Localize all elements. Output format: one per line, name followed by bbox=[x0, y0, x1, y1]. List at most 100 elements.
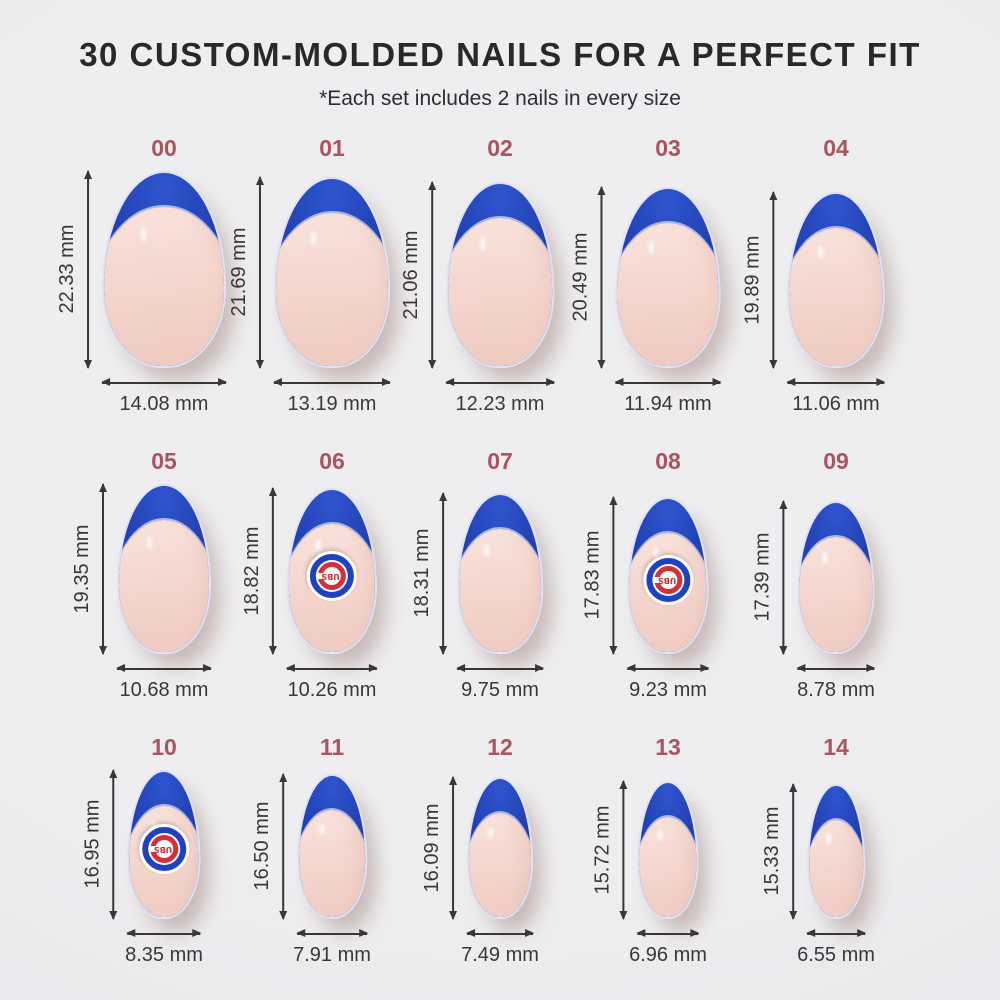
nail-measure-zone: 19.89 mm 11.06 mm bbox=[741, 191, 886, 414]
press-on-nail-04 bbox=[787, 192, 885, 368]
press-on-nail-09 bbox=[797, 500, 875, 654]
nail-size-label: 02 bbox=[487, 135, 513, 161]
page-subtitle: *Each set includes 2 nails in every size bbox=[319, 87, 681, 110]
press-on-nail-03 bbox=[615, 187, 721, 368]
gloss-highlight bbox=[657, 830, 663, 841]
nail-size-label: 13 bbox=[655, 733, 681, 760]
width-dimension-arrow bbox=[116, 664, 212, 673]
gloss-highlight bbox=[648, 240, 654, 255]
nail-size-label: 00 bbox=[151, 135, 177, 161]
height-measurement: 16.50 mm bbox=[251, 801, 274, 891]
nail-nude-base bbox=[799, 536, 873, 652]
nail-measure-zone: 16.09 mm 7.49 mm bbox=[421, 776, 539, 965]
width-dimension-arrow bbox=[786, 378, 886, 386]
nail-nude-base bbox=[119, 519, 209, 652]
height-measurement: 21.06 mm bbox=[400, 230, 423, 320]
width-dimension-arrow bbox=[626, 664, 710, 673]
nail-cell-09: 09 17.39 mm 8.78 mm bbox=[751, 447, 920, 720]
nail-size-label: 10 bbox=[151, 733, 177, 760]
nail-measure-zone: 21.06 mm 12.23 mm bbox=[400, 181, 555, 414]
width-measurement: 11.94 mm bbox=[624, 392, 712, 415]
nail-measure-zone: 22.33 mm 14.08 mm bbox=[56, 170, 227, 414]
gloss-highlight bbox=[825, 833, 831, 844]
nail-measure-zone: 18.31 mm 9.75 mm bbox=[411, 491, 544, 700]
nail-cell-06: 06 18.82 mm UBS 10.26 mm bbox=[241, 449, 416, 720]
press-on-nail-06: UBS bbox=[286, 488, 378, 654]
cubs-logo-inner-circle: UBS bbox=[315, 559, 349, 593]
nail-size-label: 04 bbox=[823, 135, 849, 161]
height-dimension-arrow bbox=[618, 779, 627, 921]
width-measurement: 12.23 mm bbox=[455, 392, 545, 415]
nail-measure-zone: 19.35 mm 10.68 mm bbox=[71, 482, 212, 700]
press-on-nail-02 bbox=[446, 182, 554, 368]
height-dimension-arrow bbox=[268, 487, 277, 655]
press-on-nail-07 bbox=[457, 492, 543, 654]
width-measurement: 10.68 mm bbox=[119, 678, 209, 701]
nail-nude-base bbox=[459, 528, 541, 652]
gloss-highlight bbox=[484, 544, 490, 557]
nail-size-label: 01 bbox=[319, 135, 345, 161]
gloss-highlight bbox=[822, 551, 828, 564]
cubs-logo-inner-circle: UBS bbox=[147, 832, 181, 865]
nail-cell-01: 01 21.69 mm 13.19 mm bbox=[228, 135, 416, 434]
gloss-highlight bbox=[315, 540, 321, 554]
nail-size-label: 05 bbox=[151, 447, 177, 474]
nail-measure-zone: 21.69 mm 13.19 mm bbox=[228, 175, 392, 414]
nail-cell-08: 08 17.83 mm UBS 9.23 mm bbox=[581, 449, 752, 720]
cubs-logo-text: UBS bbox=[153, 844, 172, 854]
nail-size-label: 09 bbox=[823, 447, 849, 474]
nail-cell-03: 03 20.49 mm 11.94 mm bbox=[569, 137, 752, 434]
width-measurement: 9.75 mm bbox=[461, 678, 539, 701]
width-dimension-arrow bbox=[466, 929, 534, 938]
press-on-nail-05 bbox=[117, 483, 211, 654]
height-dimension-arrow bbox=[448, 776, 457, 920]
gloss-highlight bbox=[146, 536, 152, 550]
height-dimension-arrow bbox=[83, 170, 92, 368]
nail-size-label: 07 bbox=[487, 447, 513, 474]
nail-size-label: 11 bbox=[319, 733, 345, 760]
nail-measure-zone: 16.50 mm 7.91 mm bbox=[251, 772, 371, 965]
width-dimension-arrow bbox=[126, 929, 203, 938]
gloss-highlight bbox=[141, 226, 147, 242]
cubs-logo-inner-circle: UBS bbox=[651, 563, 685, 597]
nail-cell-11: 11 16.50 mm 7.91 mm bbox=[248, 733, 416, 985]
height-measurement: 15.72 mm bbox=[591, 805, 614, 895]
gloss-highlight bbox=[488, 827, 494, 839]
height-dimension-arrow bbox=[778, 499, 787, 655]
height-dimension-arrow bbox=[278, 772, 287, 921]
press-on-nail-08: UBS bbox=[627, 496, 709, 654]
height-measurement: 15.33 mm bbox=[761, 807, 784, 896]
height-measurement: 20.49 mm bbox=[569, 232, 592, 322]
height-measurement: 22.33 mm bbox=[56, 224, 79, 314]
width-dimension-arrow bbox=[101, 378, 227, 386]
nail-cell-13: 13 15.72 mm 6.96 mm bbox=[584, 733, 752, 985]
width-dimension-arrow bbox=[614, 378, 722, 386]
press-on-nail-11 bbox=[297, 773, 367, 919]
height-measurement: 19.35 mm bbox=[71, 524, 94, 614]
width-dimension-arrow bbox=[806, 929, 866, 938]
height-dimension-arrow bbox=[596, 186, 605, 369]
nail-measure-zone: 16.95 mm UBS 8.35 mm bbox=[81, 768, 203, 965]
width-measurement: 10.26 mm bbox=[287, 678, 377, 701]
nail-nude-base bbox=[617, 223, 719, 366]
nail-measure-zone: 15.72 mm 6.96 mm bbox=[591, 779, 707, 965]
width-measurement: 6.55 mm bbox=[797, 943, 875, 966]
width-measurement: 13.19 mm bbox=[287, 392, 377, 415]
width-measurement: 8.35 mm bbox=[125, 943, 203, 966]
nail-measure-zone: 15.33 mm 6.55 mm bbox=[761, 783, 875, 965]
cubs-logo: UBS bbox=[139, 823, 189, 874]
gloss-highlight bbox=[319, 823, 325, 836]
nail-nude-base bbox=[448, 218, 552, 366]
height-dimension-arrow bbox=[98, 482, 107, 656]
cubs-logo: UBS bbox=[307, 550, 357, 601]
nail-size-grid: 00 22.33 mm 14.08 mm 01 21.69 mm 13.19 mm 02 21… bbox=[56, 135, 920, 985]
nail-nude-base bbox=[299, 809, 365, 917]
height-dimension-arrow bbox=[255, 175, 264, 369]
nail-cell-12: 12 16.09 mm 7.49 mm bbox=[416, 735, 584, 985]
height-dimension-arrow bbox=[108, 768, 117, 921]
gloss-highlight bbox=[310, 231, 316, 247]
press-on-nail-10: UBS bbox=[127, 769, 201, 919]
height-measurement: 17.83 mm bbox=[581, 530, 604, 620]
nail-nude-base bbox=[789, 228, 883, 366]
height-dimension-arrow bbox=[608, 495, 617, 655]
